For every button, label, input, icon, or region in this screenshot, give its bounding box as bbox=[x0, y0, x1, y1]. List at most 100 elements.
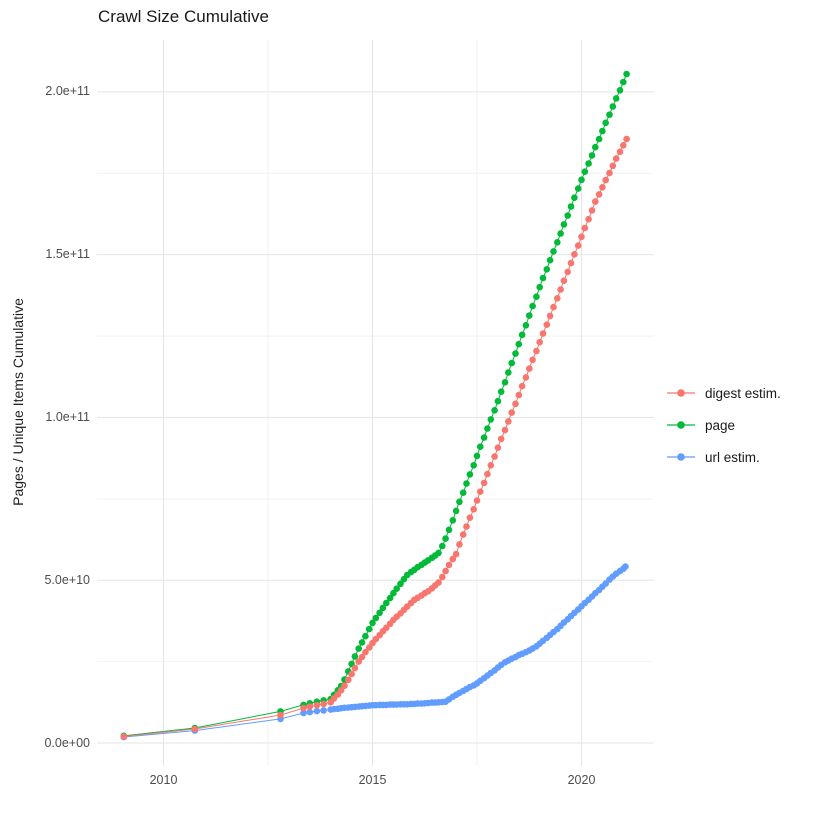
data-point bbox=[539, 274, 547, 282]
x-tick-label: 2010 bbox=[149, 773, 178, 787]
data-point bbox=[533, 347, 540, 355]
data-point bbox=[554, 239, 561, 246]
data-point bbox=[595, 135, 603, 143]
data-point bbox=[539, 330, 547, 337]
data-point bbox=[546, 312, 554, 320]
legend-key-point-icon bbox=[667, 389, 695, 397]
data-point bbox=[383, 599, 390, 607]
data-point bbox=[505, 418, 512, 425]
data-point bbox=[574, 242, 582, 249]
data-point bbox=[477, 488, 484, 496]
data-point bbox=[497, 388, 505, 396]
data-point bbox=[306, 703, 314, 710]
data-point bbox=[306, 708, 314, 716]
data-point bbox=[355, 645, 363, 652]
data-point bbox=[484, 425, 491, 432]
data-point bbox=[473, 452, 481, 460]
data-point bbox=[120, 733, 128, 740]
data-point bbox=[494, 397, 502, 405]
data-point bbox=[571, 194, 578, 201]
data-point bbox=[379, 604, 387, 612]
data-point bbox=[543, 266, 551, 273]
data-point bbox=[386, 594, 394, 602]
data-point bbox=[358, 639, 366, 646]
data-point bbox=[452, 550, 460, 558]
data-point bbox=[480, 434, 488, 441]
data-point bbox=[595, 191, 603, 198]
data-point bbox=[491, 453, 498, 460]
data-point bbox=[578, 176, 585, 184]
data-point bbox=[484, 470, 491, 478]
y-tick-label: 1.5e+11 bbox=[45, 247, 90, 262]
data-point bbox=[372, 614, 380, 622]
data-point bbox=[533, 293, 540, 301]
data-point bbox=[351, 653, 359, 660]
data-point bbox=[191, 725, 199, 733]
data-point bbox=[508, 409, 515, 416]
data-point bbox=[616, 87, 624, 94]
series-digest-estim- bbox=[120, 135, 630, 740]
data-point bbox=[473, 497, 481, 504]
data-point bbox=[459, 489, 467, 497]
y-tick-label: 0.0e+00 bbox=[44, 735, 90, 750]
data-point bbox=[512, 350, 519, 357]
data-point bbox=[477, 443, 484, 451]
data-point bbox=[491, 407, 498, 414]
data-point bbox=[362, 648, 369, 656]
data-point bbox=[620, 78, 627, 86]
data-point bbox=[397, 580, 404, 588]
data-point bbox=[313, 701, 321, 709]
data-point bbox=[592, 198, 599, 205]
legend-key-point-icon bbox=[667, 421, 695, 429]
data-point bbox=[564, 212, 571, 219]
data-point bbox=[536, 283, 543, 291]
data-point bbox=[435, 579, 442, 586]
data-point bbox=[345, 676, 352, 684]
legend-item-url-estim[interactable]: url estim. bbox=[666, 441, 781, 473]
data-point bbox=[459, 531, 467, 538]
data-point bbox=[571, 251, 578, 258]
data-point bbox=[546, 256, 554, 264]
legend-item-digest-estim[interactable]: digest estim. bbox=[666, 377, 781, 409]
data-point bbox=[456, 541, 463, 548]
data-point bbox=[435, 549, 442, 557]
series-url-estim- bbox=[120, 563, 629, 741]
data-point bbox=[466, 514, 474, 521]
data-point bbox=[449, 517, 457, 524]
data-point bbox=[529, 356, 536, 364]
data-point bbox=[522, 322, 530, 329]
data-point bbox=[470, 462, 478, 469]
data-point bbox=[512, 400, 519, 408]
data-point bbox=[442, 567, 449, 575]
data-point bbox=[348, 670, 355, 678]
series-line bbox=[123, 566, 626, 738]
data-point bbox=[588, 152, 596, 159]
data-point bbox=[515, 340, 523, 348]
data-point bbox=[620, 142, 627, 149]
data-point bbox=[277, 711, 284, 719]
data-point bbox=[536, 338, 543, 346]
data-point bbox=[606, 169, 613, 177]
data-point bbox=[487, 416, 495, 423]
legend-key-dot bbox=[677, 389, 685, 397]
data-point bbox=[574, 185, 582, 192]
data-point bbox=[452, 507, 460, 515]
data-point bbox=[445, 526, 453, 534]
data-point bbox=[494, 444, 502, 452]
data-point bbox=[585, 215, 592, 223]
data-point bbox=[508, 359, 515, 367]
data-point bbox=[616, 148, 624, 156]
data-point bbox=[463, 523, 470, 530]
data-point bbox=[602, 176, 609, 184]
gridlines bbox=[97, 40, 654, 766]
data-point bbox=[376, 609, 383, 617]
data-point bbox=[602, 119, 609, 127]
data-point bbox=[554, 295, 561, 302]
data-point bbox=[445, 561, 453, 569]
legend-item-page[interactable]: page bbox=[666, 409, 781, 441]
data-point bbox=[497, 435, 505, 443]
data-point bbox=[505, 369, 512, 376]
data-point bbox=[393, 585, 401, 592]
data-point bbox=[581, 168, 589, 175]
